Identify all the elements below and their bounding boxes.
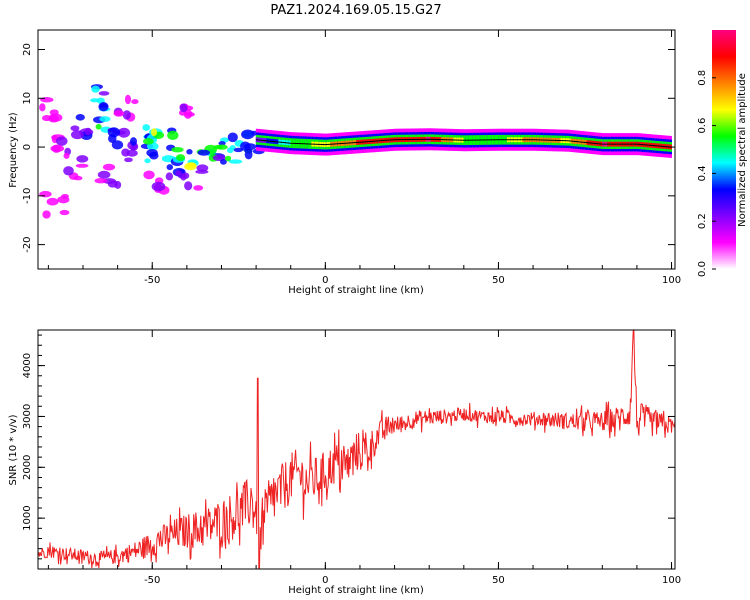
spectrogram-blob (93, 101, 112, 133)
spectrogram-y-tick-label: -10 (22, 188, 33, 204)
spectrogram-blob (184, 144, 217, 171)
spectrogram-blob (94, 163, 122, 189)
snr-panel: -50 0 50 100 1000 2000 3000 4000 Height of stra… (8, 329, 681, 596)
snr-y-tick-label: 4000 (22, 353, 33, 378)
spectrogram-content (39, 84, 672, 219)
spectrogram-x-tick-label: 100 (662, 275, 681, 286)
snr-x-label: Height of straight line (km) (288, 585, 424, 596)
spectrogram-blob (70, 114, 94, 141)
spectrogram-x-tick-label: 50 (492, 275, 505, 286)
spectrogram-blob (216, 144, 243, 165)
spectrogram-y-label: Frequency (Hz) (8, 112, 19, 188)
spectrogram-blob (39, 190, 70, 219)
snr-x-tick-label: 0 (322, 575, 328, 586)
spectrogram-y-tick-label: 0 (22, 144, 33, 150)
snr-x-tick-label: 50 (492, 575, 505, 586)
spectrogram-y-tick-label: 20 (22, 43, 33, 56)
spectrogram-x-label: Height of straight line (km) (288, 285, 424, 296)
snr-content (38, 330, 675, 569)
spectrogram-x-tick-label: -50 (144, 275, 160, 286)
colorbar-gradient (712, 30, 736, 269)
spectrogram-blob (143, 170, 174, 195)
snr-x-tick-label: -50 (144, 575, 160, 586)
spectrogram-ridge-line (256, 138, 672, 148)
snr-y-tick-label: 2000 (22, 455, 33, 480)
colorbar-tick-label: 0.0 (697, 261, 708, 277)
snr-x-tick-label: 100 (662, 575, 681, 586)
spectrogram-blob (140, 138, 159, 164)
spectrogram-x-tick-label: 0 (322, 275, 328, 286)
spectrogram-y-tick-label: 10 (22, 92, 33, 105)
colorbar-tick-label: 0.6 (697, 118, 708, 134)
spectrogram-blob (107, 127, 131, 150)
spectrogram-blob (113, 94, 139, 122)
colorbar-ticks: 0.0 0.2 0.4 0.6 0.8 (697, 70, 716, 277)
spectrogram-blob (178, 103, 195, 119)
spectrogram-y-tick-label: -20 (22, 236, 33, 252)
colorbar: 0.0 0.2 0.4 0.6 0.8 Normalized spectral ampl… (697, 30, 748, 277)
colorbar-label: Normalized spectral amplitude (737, 73, 748, 227)
spectrogram-blob (63, 152, 89, 181)
colorbar-tick-label: 0.8 (697, 70, 708, 86)
spectrogram-blob (180, 164, 209, 191)
spectrogram-blob (39, 97, 63, 123)
snr-y-label: SNR (10 * v/v) (8, 414, 19, 485)
spectrogram-frame (37, 29, 676, 270)
colorbar-tick-label: 0.4 (697, 165, 708, 181)
snr-y-tick-label: 1000 (22, 505, 33, 530)
snr-ticks: -50 0 50 100 1000 2000 3000 4000 (22, 330, 681, 586)
colorbar-tick-label: 0.2 (697, 213, 708, 229)
snr-line (38, 330, 675, 569)
snr-y-tick-label: 3000 (22, 404, 33, 429)
spectrogram-blob (50, 134, 72, 156)
figure-title: PAZ1.2024.169.05.15.G27 (270, 3, 441, 18)
snr-frame (37, 329, 676, 570)
